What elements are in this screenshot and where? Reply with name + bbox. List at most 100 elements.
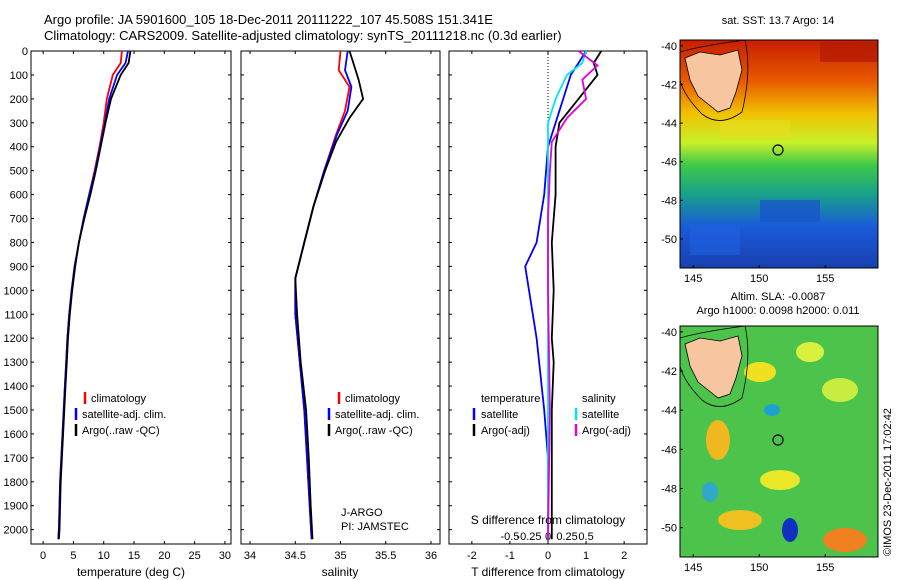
sst-map-frame <box>679 39 879 269</box>
x-tick-label: 10 <box>98 550 110 562</box>
t-difference-axis-label: T difference from climatology <box>471 565 625 579</box>
legend-label-satellite: satellite-adj. clim. <box>82 409 166 421</box>
map-lat-tick-label: -42 <box>661 366 677 378</box>
depth-tick-label: 1000 <box>4 285 28 297</box>
depth-tick-label: 200 <box>10 94 28 106</box>
depth-tick-label: 100 <box>10 70 28 82</box>
map-lat-tick-label: -40 <box>661 41 677 53</box>
sst-cool-patch <box>690 225 740 255</box>
depth-tick-label: 1400 <box>4 381 28 393</box>
x-tick-label: 34.5 <box>285 550 306 562</box>
x-tick-label: 5 <box>70 550 76 562</box>
legend-label-s-argo: Argo(-adj) <box>582 425 631 437</box>
depth-tick-label: 1500 <box>4 405 28 417</box>
series-line-s-argo-adj- <box>547 50 599 540</box>
depth-tick-label: 2000 <box>4 525 28 537</box>
s-diff-tick-label: 0.5 <box>578 531 593 543</box>
profile-title-line1: Argo profile: JA 5901600_105 18-Dec-2011… <box>44 12 493 27</box>
series-line-t-argo-adj- <box>550 50 603 540</box>
sla-high-anomaly <box>822 378 858 402</box>
sla-low-anomaly <box>764 404 780 416</box>
legend-label-t-argo: Argo(-adj) <box>481 425 530 437</box>
depth-tick-label: 900 <box>10 261 28 273</box>
sst-warm-patch <box>820 42 878 62</box>
depth-tick-label: 1300 <box>4 357 28 369</box>
map-lat-tick-label: -48 <box>661 483 677 495</box>
map-lat-tick-label: -46 <box>661 157 677 169</box>
temperature-panel-frame <box>30 50 232 545</box>
argo-float-marker <box>772 434 784 446</box>
map-lat-tick-label: -44 <box>661 118 677 130</box>
sst-map-axes: 145 150 155 -40 -42 -44 -46 -48 -50 <box>661 41 834 285</box>
map-lon-tick-label: 145 <box>684 562 702 574</box>
map-lat-tick-label: -50 <box>661 523 677 535</box>
map-lon-tick-label: 150 <box>750 273 768 285</box>
shelf-contour <box>680 40 749 121</box>
x-tick-label: 35 <box>334 550 346 562</box>
map-lat-tick-label: -50 <box>661 234 677 246</box>
depth-tick-label: 300 <box>10 118 28 130</box>
s-diff-tick-label: -0.25 <box>516 531 541 543</box>
depth-tick-label: 500 <box>10 166 28 178</box>
map-lat-tick-label: -42 <box>661 79 677 91</box>
s-difference-axis-label: S difference from climatology <box>471 513 626 527</box>
difference-legend: temperature salinity satellite Argo(-adj… <box>472 393 631 437</box>
depth-tick-label: 1700 <box>4 453 28 465</box>
s-diff-tick-label: 0.25 <box>556 531 577 543</box>
x-tick-label: 25 <box>189 550 201 562</box>
legend-label-climatology: climatology <box>345 393 401 405</box>
depth-tick-label: 400 <box>10 142 28 154</box>
map-lon-tick-label: 155 <box>816 562 834 574</box>
float-pi-label: PI: JAMSTEC <box>341 521 409 533</box>
series-line-t-satellite <box>524 50 587 540</box>
sla-low-anomaly <box>702 482 718 502</box>
legend-label-satellite: satellite-adj. clim. <box>335 409 419 421</box>
depth-tick-label: 800 <box>10 237 28 249</box>
map-lon-tick-label: 155 <box>816 273 834 285</box>
map-lat-tick-label: -44 <box>661 405 677 417</box>
series-line-argo-raw-qc- <box>294 50 365 540</box>
float-program-label: J-ARGO <box>341 507 383 519</box>
sla-low-anomaly <box>782 518 798 542</box>
x-axes: 0 5 10 15 20 25 30 34 34.5 35 35.5 36 -2 -1 0 1 2 -0.5-0.… <box>40 51 627 562</box>
sst-map <box>680 40 878 268</box>
map-lat-tick-label: -48 <box>661 195 677 207</box>
x-tick-label: 36 <box>425 550 437 562</box>
sla-high-anomaly <box>796 342 824 362</box>
depth-tick-label: 1800 <box>4 477 28 489</box>
series-line-climatology <box>57 50 123 540</box>
legend-label-argo: Argo(..raw -QC) <box>82 425 160 437</box>
imos-timestamp: ©IMOS 23-Dec-2011 17:02:42 <box>882 408 894 556</box>
x-tick-label: 2 <box>621 550 627 562</box>
sla-map-axes: 145 150 155 -40 -42 -44 -46 -48 -50 <box>661 327 834 574</box>
map-lon-tick-label: 150 <box>750 562 768 574</box>
tasmania-land <box>684 335 743 399</box>
legend-header-temperature: temperature <box>481 393 540 405</box>
sst-cool-patch <box>760 200 820 222</box>
sla-map-frame <box>679 325 879 558</box>
depth-tick-label: 1200 <box>4 333 28 345</box>
sla-high-anomaly <box>744 362 776 382</box>
series-layer <box>57 50 603 540</box>
series-line-satellite-adj-clim- <box>57 50 129 540</box>
salinity-axis-label: salinity <box>322 565 359 579</box>
depth-tick-label: 1900 <box>4 501 28 513</box>
legend-label-s-satellite: satellite <box>582 409 619 421</box>
sst-yellow-band <box>720 120 790 138</box>
x-tick-label: -2 <box>467 550 477 562</box>
sla-high-anomaly <box>823 528 867 552</box>
x-tick-label: 35.5 <box>375 550 396 562</box>
sla-map-title-line1: Altim. SLA: -0.0087 <box>731 291 826 303</box>
sla-map <box>680 326 878 557</box>
series-line-argo-raw-qc- <box>58 50 132 540</box>
s-diff-tick-label: -0.5 <box>500 531 519 543</box>
map-lat-tick-label: -46 <box>661 444 677 456</box>
legend-label-argo: Argo(..raw -QC) <box>335 425 413 437</box>
x-tick-label: 30 <box>219 550 231 562</box>
temperature-legend: climatology satellite-adj. clim. Argo(..… <box>74 392 166 437</box>
tasmania-land <box>684 49 743 113</box>
depth-tick-label: 1600 <box>4 429 28 441</box>
depth-tick-label: 0 <box>22 46 28 58</box>
x-tick-label: 0 <box>40 550 46 562</box>
